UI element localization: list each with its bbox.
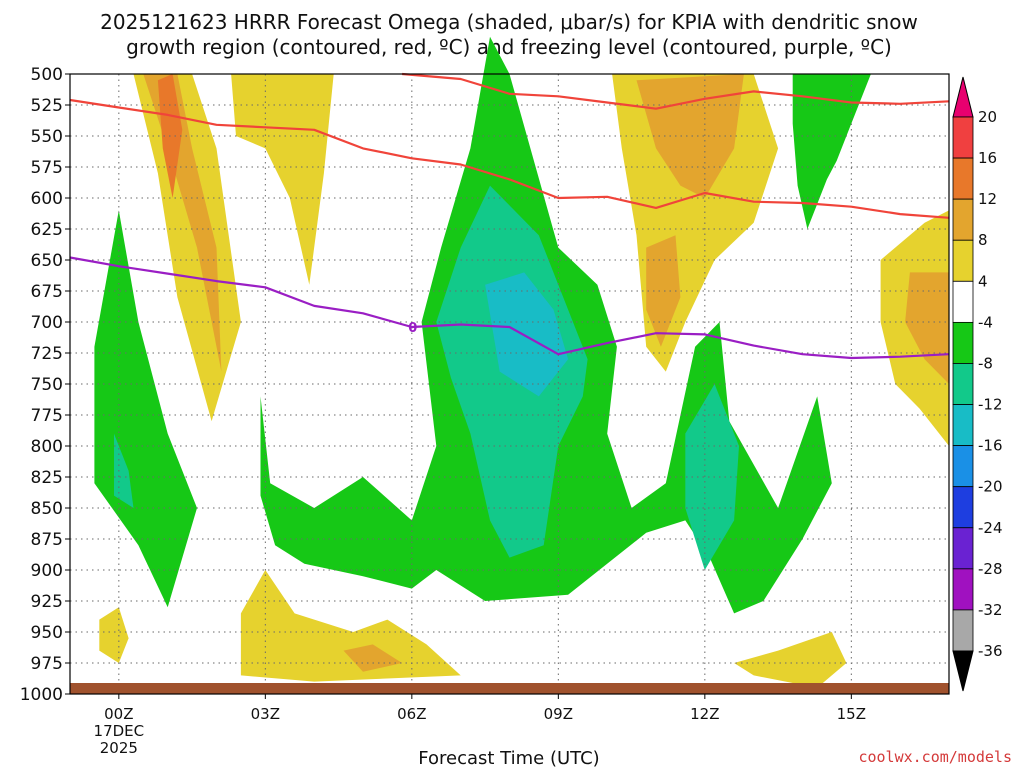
colorbar-bin	[952, 239, 974, 282]
omega-region-10	[114, 433, 134, 508]
ground-surface	[70, 683, 949, 694]
colorbar-tick-label: -4	[978, 313, 993, 331]
colorbar-tick-label: 12	[978, 190, 997, 208]
colorbar-bin	[952, 404, 974, 447]
colorbar-tick-label: 20	[978, 108, 997, 126]
pressure-tick-label: 500	[31, 65, 63, 85]
pressure-tick-label: 625	[31, 220, 63, 240]
date-label: 17DEC	[94, 722, 145, 740]
time-tick-label: 12Z	[690, 705, 719, 723]
pressure-tick-label: 950	[31, 623, 63, 643]
omega-region-18	[343, 644, 403, 672]
colorbar-tick-label: -36	[978, 642, 1003, 660]
time-tick-label: 15Z	[837, 705, 866, 723]
pressure-tick-label: 725	[31, 344, 63, 364]
plot-area: 0	[69, 36, 950, 695]
colorbar-tick-label: 8	[978, 231, 988, 249]
time-tick-label: 09Z	[544, 705, 573, 723]
pressure-tick-label: 550	[31, 127, 63, 147]
colorbar-bin	[952, 445, 974, 488]
colorbar-tick-label: 16	[978, 149, 997, 167]
colorbar-over-arrow	[952, 76, 974, 118]
pressure-tick-label: 825	[31, 468, 63, 488]
omega-region-0	[133, 74, 241, 422]
omega-region-16	[99, 607, 129, 663]
colorbar-bin	[952, 198, 974, 241]
omega-region-13	[485, 272, 569, 397]
colorbar-under-arrow	[952, 650, 974, 692]
pressure-tick-label: 875	[31, 530, 63, 550]
colorbar-tick-label: -20	[978, 478, 1003, 496]
omega-region-19	[734, 632, 847, 688]
x-axis-label: Forecast Time (UTC)	[418, 748, 599, 768]
pressure-tick-label: 575	[31, 158, 63, 178]
colorbar: 20 16 12 8 4 -4 -8 -12 -16 -20 -24 -28 -32 -36	[952, 76, 1003, 692]
colorbar-bin	[952, 527, 974, 570]
omega-region-17	[240, 570, 461, 682]
pressure-tick-label: 1000	[20, 685, 63, 705]
colorbar-bin	[952, 363, 974, 405]
omega-region-14	[685, 384, 739, 570]
colorbar-tick-label: -8	[978, 354, 993, 372]
pressure-tick-label: 700	[31, 313, 63, 333]
colorbar-tick-label: -32	[978, 601, 1003, 619]
colorbar-bin	[952, 116, 974, 159]
omega-region-8	[905, 272, 949, 384]
credit-text: coolwx.com/models	[858, 748, 1012, 766]
colorbar-tick-label: -24	[978, 519, 1003, 537]
colorbar-bin	[952, 486, 974, 529]
freezing-level-contour	[69, 256, 950, 360]
colorbar-bin	[952, 609, 974, 652]
omega-region-6	[646, 235, 681, 347]
pressure-tick-label: 675	[31, 282, 63, 302]
time-tick-label: 00Z	[104, 705, 133, 723]
omega-region-2	[143, 74, 222, 372]
pressure-tick-label: 600	[31, 189, 63, 209]
pressure-tick-label: 975	[31, 654, 63, 674]
pressure-tick-label: 750	[31, 375, 63, 395]
colorbar-bin	[952, 280, 974, 323]
pressure-tick-label: 650	[31, 251, 63, 271]
year-label: 2025	[100, 739, 138, 757]
pressure-tick-label: 925	[31, 592, 63, 612]
pressure-axis: 500 525 550 575 600 625 650 675 700 725 750 775 800 8…	[20, 65, 70, 705]
time-tick-label: 03Z	[251, 705, 280, 723]
pressure-tick-label: 800	[31, 437, 63, 457]
dendritic-growth-contour-0	[69, 98, 950, 219]
time-tick-label: 06Z	[397, 705, 426, 723]
colorbar-bin	[952, 568, 974, 611]
chart-title-line-2: growth region (contoured, red, ºC) and f…	[126, 35, 892, 59]
colorbar-tick-label: -16	[978, 437, 1003, 455]
omega-shaded-regions	[94, 36, 949, 688]
colorbar-tick-label: -12	[978, 396, 1003, 414]
omega-region-5	[636, 74, 744, 198]
dendritic-growth-contour-1	[402, 72, 950, 110]
colorbar-bin	[952, 321, 974, 364]
colorbar-tick-label: 4	[978, 272, 988, 290]
pressure-tick-label: 525	[31, 96, 63, 116]
pressure-tick-label: 850	[31, 499, 63, 519]
contour-lines: 0	[69, 72, 950, 360]
colorbar-tick-label: -28	[978, 560, 1003, 578]
pressure-tick-label: 900	[31, 561, 63, 581]
colorbar-bin	[952, 157, 974, 200]
chart-title-line-1: 2025121623 HRRR Forecast Omega (shaded, …	[100, 10, 918, 34]
grid-lines	[70, 73, 949, 695]
freezing-level-label: 0	[408, 321, 417, 336]
pressure-tick-label: 775	[31, 406, 63, 426]
